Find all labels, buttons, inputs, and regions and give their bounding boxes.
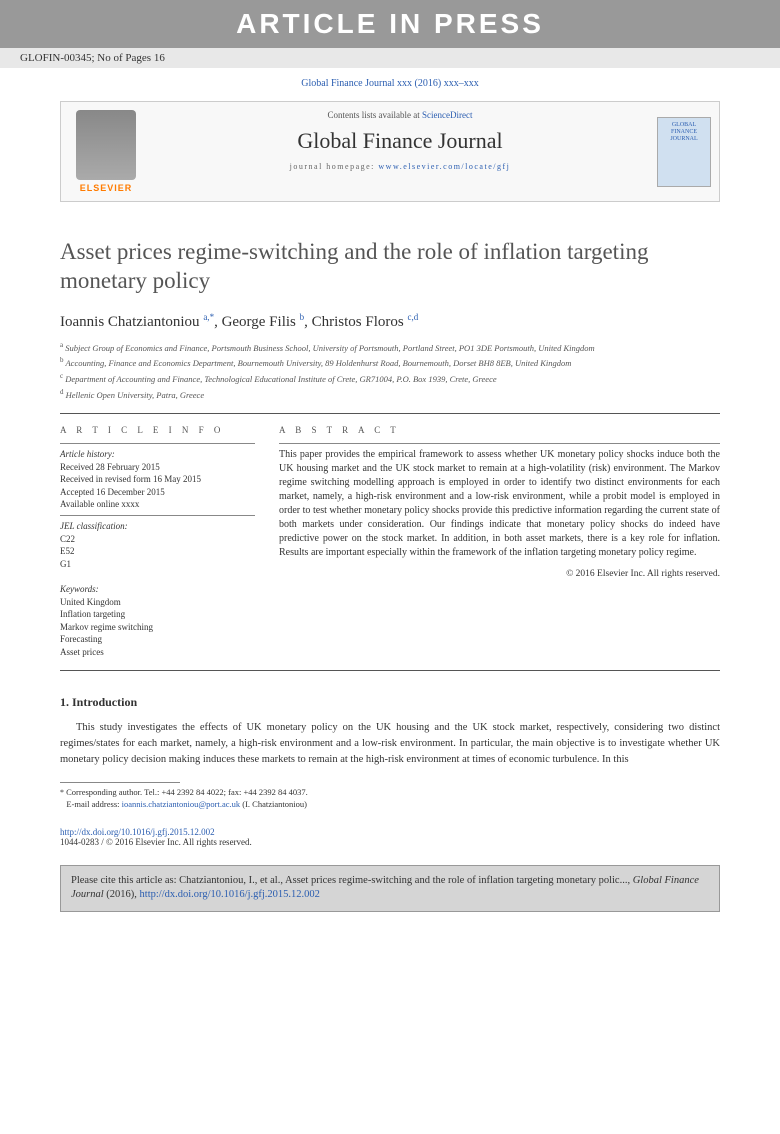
received-date: Received 28 February 2015 [60,461,255,474]
reference-id: GLOFIN-00345; No of Pages 16 [0,48,780,68]
keyword: Inflation targeting [60,608,255,621]
email-label: E-mail address: [66,799,119,809]
author-2: George Filis [222,314,296,330]
affiliation-d: d Hellenic Open University, Patra, Greec… [60,388,720,402]
abstract: A B S T R A C T This paper provides the … [279,424,720,658]
authors-line: Ioannis Chatziantoniou a,*, George Filis… [60,312,720,331]
homepage-link[interactable]: www.elsevier.com/locate/gfj [378,162,510,171]
online-date: Available online xxxx [60,498,255,511]
cover-thumbnail: GLOBAL FINANCE JOURNAL [657,117,711,187]
main-content: Asset prices regime-switching and the ro… [0,208,780,857]
author-3: Christos Floros [312,314,404,330]
sciencedirect-link[interactable]: ScienceDirect [422,110,472,120]
homepage-line: journal homepage: www.elsevier.com/locat… [159,162,641,171]
abstract-text: This paper provides the empirical framew… [279,448,720,560]
homepage-prefix: journal homepage: [290,162,379,171]
elsevier-logo: ELSEVIER [61,102,151,201]
affiliation-b: b Accounting, Finance and Economics Depa… [60,356,720,370]
journal-name: Global Finance Journal [159,128,641,154]
author-1: Ioannis Chatziantoniou [60,314,200,330]
elsevier-label: ELSEVIER [80,183,133,193]
header-middle: Contents lists available at ScienceDirec… [151,102,649,201]
jel-code: C22 [60,533,255,546]
accepted-date: Accepted 16 December 2015 [60,486,255,499]
article-title: Asset prices regime-switching and the ro… [60,238,720,296]
keyword: Markov regime switching [60,621,255,634]
jel-code: G1 [60,558,255,571]
keyword: Asset prices [60,646,255,659]
contents-available-line: Contents lists available at ScienceDirec… [159,110,641,120]
journal-cover: GLOBAL FINANCE JOURNAL [649,102,719,201]
cite-doi-link[interactable]: http://dx.doi.org/10.1016/j.gfj.2015.12.… [140,889,320,900]
info-abstract-row: A R T I C L E I N F O Article history: R… [60,424,720,658]
cite-this-box: Please cite this article as: Chatzianton… [60,865,720,912]
affil-a-text: Subject Group of Economics and Finance, … [65,342,594,352]
history-label: Article history: [60,448,255,461]
jel-label: JEL classification: [60,520,255,533]
doi-block: http://dx.doi.org/10.1016/j.gfj.2015.12.… [60,827,720,847]
keyword: Forecasting [60,633,255,646]
footnote-star: * [60,788,64,797]
jel-code: E52 [60,545,255,558]
author-2-affil: b [300,312,305,322]
corr-author-text: Corresponding author. Tel.: +44 2392 84 … [66,787,308,797]
article-info-heading: A R T I C L E I N F O [60,424,255,437]
affiliation-a: a Subject Group of Economics and Finance… [60,341,720,355]
author-3-affil: c,d [407,312,418,322]
email-link[interactable]: ioannis.chatziantoniou@port.ac.uk [122,799,241,809]
email-paren: (I. Chatziantoniou) [242,799,307,809]
issn-copyright: 1044-0283 / © 2016 Elsevier Inc. All rig… [60,837,720,847]
citation-line: Global Finance Journal xxx (2016) xxx–xx… [0,68,780,95]
contents-prefix: Contents lists available at [328,110,422,120]
affil-d-text: Hellenic Open University, Patra, Greece [66,389,204,399]
cite-year: (2016), [104,889,140,900]
divider [60,413,720,414]
affil-c-text: Department of Accounting and Finance, Te… [65,374,496,384]
article-in-press-banner: ARTICLE IN PRESS [0,0,780,48]
abstract-divider [279,443,720,444]
keyword: United Kingdom [60,596,255,609]
elsevier-tree-icon [76,110,136,180]
revised-date: Received in revised form 16 May 2015 [60,473,255,486]
footnote-divider [60,782,180,783]
journal-header: ELSEVIER Contents lists available at Sci… [60,101,720,202]
doi-link[interactable]: http://dx.doi.org/10.1016/j.gfj.2015.12.… [60,827,720,837]
introduction-heading: 1. Introduction [60,695,720,710]
introduction-text: This study investigates the effects of U… [60,720,720,767]
keywords-label: Keywords: [60,583,255,596]
info-divider-2 [60,515,255,516]
affil-b-text: Accounting, Finance and Economics Depart… [65,358,571,368]
info-divider [60,443,255,444]
abstract-heading: A B S T R A C T [279,424,720,437]
corresponding-star: * [210,312,215,322]
affiliation-c: c Department of Accounting and Finance, … [60,372,720,386]
article-info: A R T I C L E I N F O Article history: R… [60,424,255,658]
copyright: © 2016 Elsevier Inc. All rights reserved… [279,568,720,581]
divider-2 [60,670,720,671]
cite-prefix: Please cite this article as: Chatzianton… [71,875,633,886]
corresponding-footnote: * Corresponding author. Tel.: +44 2392 8… [60,787,720,811]
